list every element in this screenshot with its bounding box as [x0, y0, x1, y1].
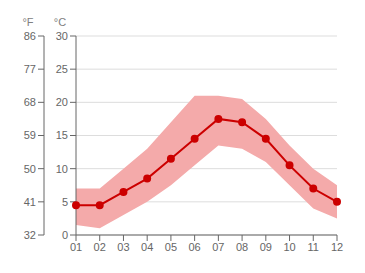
svg-text:06: 06 — [189, 241, 201, 253]
svg-text:5: 5 — [62, 196, 68, 208]
svg-text:86: 86 — [24, 30, 36, 42]
svg-text:°C: °C — [54, 16, 66, 28]
svg-text:77: 77 — [24, 63, 36, 75]
svg-text:32: 32 — [24, 229, 36, 241]
svg-text:02: 02 — [94, 241, 106, 253]
svg-text:50: 50 — [24, 163, 36, 175]
svg-text:08: 08 — [236, 241, 248, 253]
svg-text:09: 09 — [260, 241, 272, 253]
svg-text:10: 10 — [56, 163, 68, 175]
svg-text:11: 11 — [308, 241, 319, 253]
svg-text:41: 41 — [24, 196, 36, 208]
svg-text:15: 15 — [56, 129, 68, 141]
svg-text:05: 05 — [165, 241, 177, 253]
svg-text:30: 30 — [56, 30, 68, 42]
svg-text:68: 68 — [24, 96, 36, 108]
svg-text:10: 10 — [283, 241, 295, 253]
svg-text:04: 04 — [141, 241, 153, 253]
svg-text:59: 59 — [24, 129, 36, 141]
svg-text:01: 01 — [70, 241, 82, 253]
svg-text:03: 03 — [117, 241, 129, 253]
svg-text:07: 07 — [212, 241, 224, 253]
svg-text:25: 25 — [56, 63, 68, 75]
svg-text:12: 12 — [331, 241, 343, 253]
svg-text:°F: °F — [22, 16, 33, 28]
svg-text:20: 20 — [56, 96, 68, 108]
svg-text:0: 0 — [62, 229, 68, 241]
